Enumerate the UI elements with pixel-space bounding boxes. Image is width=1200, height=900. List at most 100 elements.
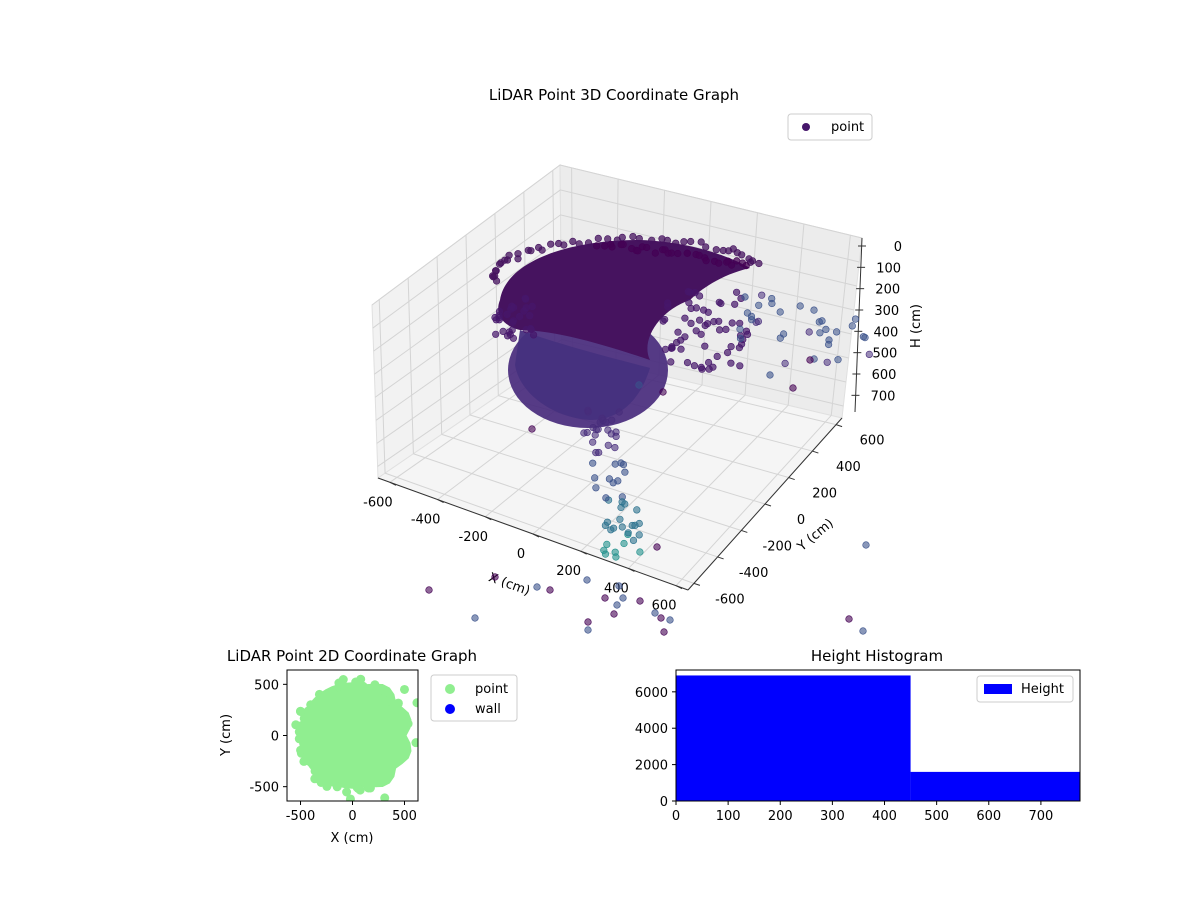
point-marker [732,288,741,296]
point-marker-2d [401,748,411,757]
point-marker [713,352,721,361]
point-marker [701,342,709,350]
point-marker [818,317,826,325]
point-marker-2d [351,677,361,687]
y-tick-3d [764,503,772,507]
point-marker [695,316,704,324]
x-tick-label-histogram: 300 [820,809,845,824]
point-marker [865,350,873,359]
chart-2d: LiDAR Point 2D Coordinate Graph -500 0 500… [219,647,518,846]
legend-histogram: Height [976,675,1074,703]
point-marker [619,594,627,602]
grid-line-floor-y [441,433,742,531]
histogram-bars [676,675,1080,801]
x-tick-label-histogram: 500 [924,809,949,824]
y-tick-3d [788,477,795,481]
point-marker [667,249,676,257]
point-marker [683,249,691,257]
point-marker [685,299,693,307]
point-marker [611,444,619,452]
point-marker [509,318,517,327]
point-marker [789,384,797,392]
y-tick-label-histogram: 2000 [635,759,668,774]
legend-2d: point wall [430,674,518,722]
point-marker [583,576,591,584]
point-marker [727,343,735,351]
grid-line-left-y [407,278,414,454]
point-marker [796,302,804,310]
point-marker [862,541,870,549]
point-marker [618,498,626,506]
y-tick-label-3d: -200 [763,539,793,554]
point-marker-2d [373,687,383,696]
point-marker-2d [361,778,370,788]
point-cloud-front-body [515,330,650,420]
point-marker [653,543,661,551]
point-marker [681,314,689,322]
grid-line-floor-y [469,414,766,505]
point-marker [651,249,659,257]
point-outlier-2d [380,793,390,801]
point-marker [503,310,511,318]
point-marker [727,359,735,367]
point-marker [776,308,784,316]
point-marker-2d [312,773,322,783]
point-marker [612,428,620,436]
x-tick-label-2d: -500 [286,809,316,824]
point-marker [657,614,665,622]
point-marker [634,247,642,255]
legend-2d-wall-marker [445,704,455,714]
x-tick-label-histogram: 600 [976,809,1001,824]
point-marker-2d [353,783,363,793]
grid-line-floor-y [413,453,718,558]
point-marker [635,235,643,243]
grid-line-back-x [830,235,851,416]
point-marker [702,257,710,265]
point-marker-2d [383,696,393,706]
point-marker [629,233,637,241]
point-marker [832,328,841,336]
point-marker [591,431,599,439]
point-marker [589,438,597,446]
x-tick-label-3d: -600 [363,495,393,510]
point-marker [617,241,625,249]
x-tick-label-2d: 500 [392,809,417,824]
point-marker [755,259,763,268]
point-marker [633,506,641,514]
point-marker-2d [310,766,320,776]
point-marker [507,305,515,313]
point-marker [742,327,751,335]
legend-histogram-box [976,675,1074,703]
point-marker [692,327,700,335]
point-marker [528,425,536,433]
point-marker [520,307,528,315]
y-tick-label-histogram: 4000 [635,722,668,737]
point-marker [723,349,732,357]
point-cloud-upper-dome [498,240,750,360]
x-tick-3d [675,585,683,590]
point-marker [604,235,612,243]
point-marker [735,344,744,352]
legend-3d-box [787,113,873,141]
point-marker [666,616,674,624]
point-marker-2d [338,682,348,692]
point-marker [521,295,530,303]
point-marker [505,251,513,259]
y-tick-3d [812,450,819,454]
point-marker [690,362,699,370]
point-marker [674,249,682,258]
point-marker [663,236,672,244]
point-marker [601,242,609,250]
histogram-bar [676,675,911,801]
point-marker [506,330,514,339]
point-marker [822,325,830,334]
point-marker-2d [395,754,405,764]
point-marker [635,381,643,389]
point-marker [425,586,433,594]
point-marker [613,601,621,609]
point-marker [607,526,615,534]
point-marker [629,536,638,545]
point-outlier-2d [399,684,409,694]
point-marker [604,426,612,434]
point-marker [715,326,724,334]
